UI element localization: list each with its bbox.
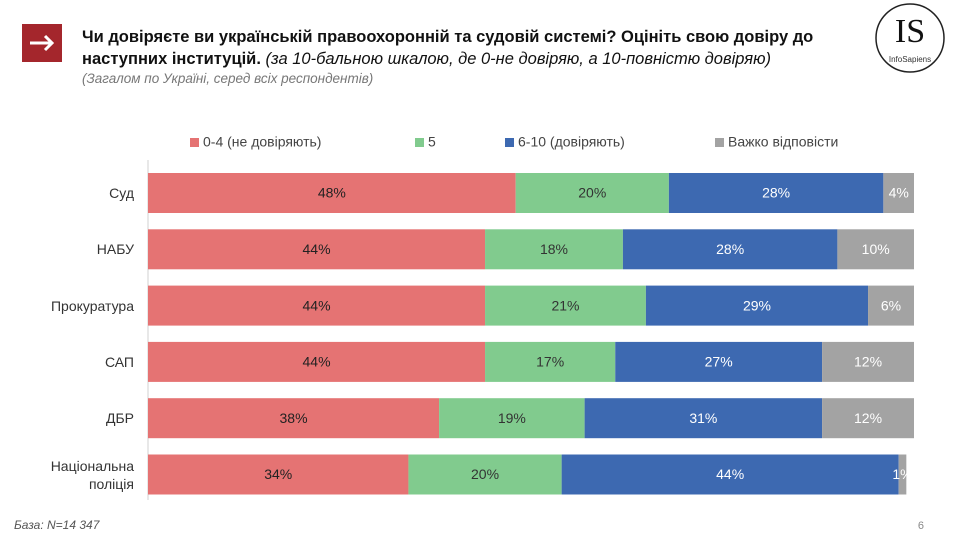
value-label: 48% <box>318 185 346 201</box>
bar-segment <box>408 454 562 495</box>
value-label: 18% <box>540 241 568 257</box>
category-label: Прокуратура <box>50 297 134 314</box>
subtitle: (Загалом по Україні, серед всіх респонде… <box>82 71 374 86</box>
value-label: 17% <box>536 354 564 370</box>
category-label: ДБР <box>105 410 134 427</box>
bar-segment <box>148 173 516 213</box>
title-main: Чи довіряєте ви українській правоохоронн… <box>82 28 814 68</box>
logo-circle <box>875 3 945 73</box>
value-label: 6% <box>881 297 901 313</box>
value-label: 4% <box>889 185 909 201</box>
value-label: 38% <box>280 410 308 426</box>
category-label: НАБУ <box>96 241 134 258</box>
bar-segment <box>584 398 823 439</box>
value-label: 21% <box>551 297 579 313</box>
logo-sub: InfoSapiens <box>889 55 931 64</box>
value-label: 29% <box>743 297 771 313</box>
legend-label: 0-4 (не довіряють) <box>203 134 321 150</box>
bar-segment <box>485 285 646 326</box>
value-label: 27% <box>705 354 733 370</box>
legend-label: 5 <box>428 134 436 150</box>
value-label: 20% <box>471 466 499 482</box>
value-label: 28% <box>716 241 744 257</box>
page-number: 6 <box>917 520 924 532</box>
category-label: Суд <box>109 185 134 201</box>
bar-segment <box>561 454 899 495</box>
bar-segment <box>822 398 914 439</box>
bar-segment <box>148 285 486 326</box>
bar-segment <box>822 341 914 382</box>
bar-segment <box>148 341 486 382</box>
legend-swatch <box>415 138 424 147</box>
bar-segment <box>868 285 914 326</box>
bar-segment <box>615 341 823 382</box>
value-label: 19% <box>498 410 526 426</box>
value-label: 31% <box>689 410 717 426</box>
value-label: 44% <box>303 241 331 257</box>
value-label: 20% <box>578 185 606 201</box>
legend-label: 6-10 (довіряють) <box>518 134 625 150</box>
bar-segment <box>645 285 869 326</box>
value-label: 12% <box>854 354 882 370</box>
value-label: 44% <box>716 466 744 482</box>
value-label: 10% <box>862 241 890 257</box>
bar-segment <box>485 341 616 382</box>
legend-swatch <box>190 138 199 147</box>
bar-segment <box>439 398 585 439</box>
title-note: (за 10-бальною шкалою, де 0-не довіряю, … <box>265 50 771 68</box>
legend-swatch <box>505 138 514 147</box>
value-label: 44% <box>303 354 331 370</box>
bar-segment <box>898 454 907 495</box>
arrow-icon <box>30 34 55 52</box>
value-label: 44% <box>303 297 331 313</box>
logo: IS <box>895 13 925 50</box>
base-note: База: N=14 347 <box>14 518 100 532</box>
bar-segment <box>148 454 409 495</box>
bar-segment <box>837 229 914 270</box>
bar-segment <box>515 173 669 213</box>
bar-segment <box>485 229 623 270</box>
value-label: 1% <box>892 466 912 482</box>
bar-segment <box>883 173 914 213</box>
bar-segment <box>148 229 486 270</box>
bar-segment <box>148 398 440 439</box>
category-label: Національна поліція <box>50 457 134 492</box>
bar-segment <box>622 229 838 270</box>
value-label: 12% <box>854 410 882 426</box>
legend-label: Важко відповісти <box>728 134 838 150</box>
category-label: САП <box>104 353 134 370</box>
value-label: 34% <box>264 466 292 482</box>
legend-swatch <box>715 138 724 147</box>
title: Чи довіряєте ви українській правоохоронн… <box>82 26 852 70</box>
bar-segment <box>668 173 884 213</box>
value-label: 28% <box>762 185 790 201</box>
